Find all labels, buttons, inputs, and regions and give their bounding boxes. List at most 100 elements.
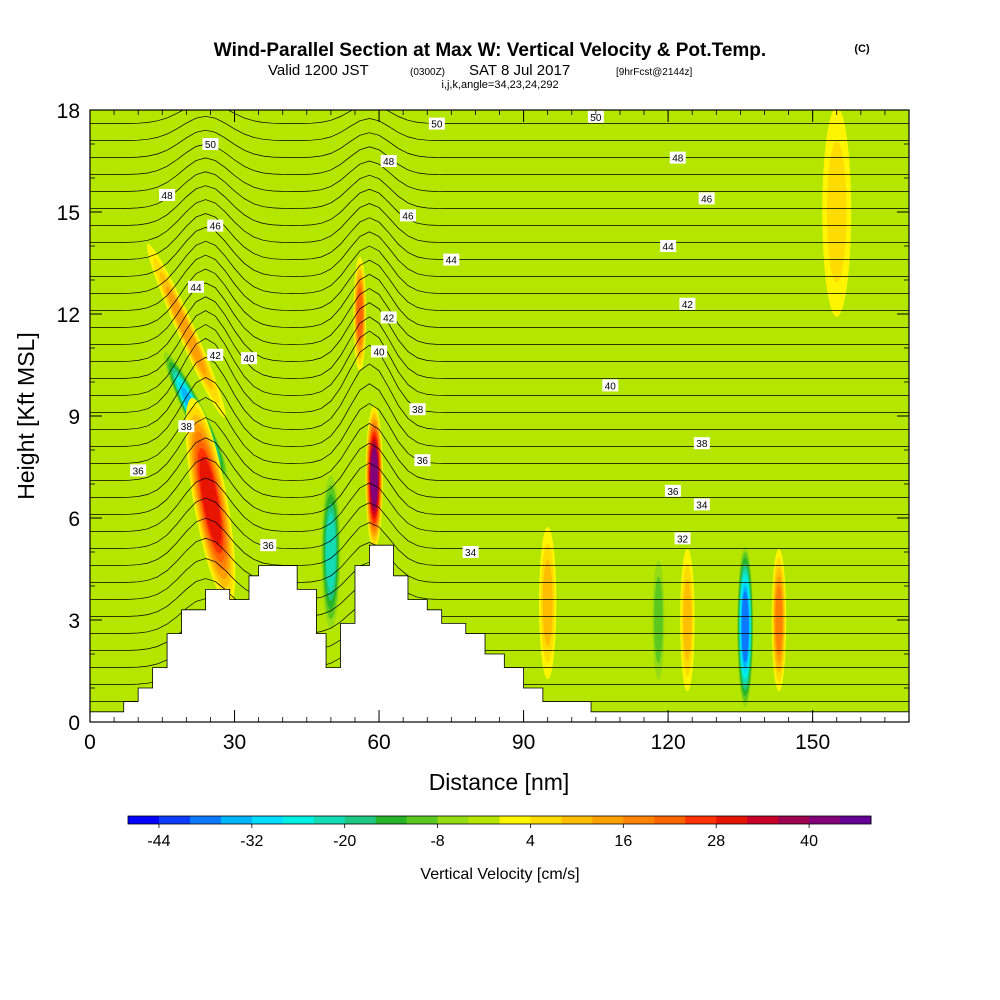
colorbar-swatch [747, 816, 779, 824]
isentrope-line [90, 171, 909, 209]
isentrope-label: 34 [465, 548, 477, 559]
colorbar-swatch [406, 816, 439, 824]
colorbar-swatch [220, 816, 253, 824]
isentrope-labels: 50 50 50 48 48 48 46 46 46 44 44 44 42 42 42 40 40 40 38 38… [130, 110, 715, 559]
isentrope-lines [90, 89, 909, 702]
isentrope-line [90, 477, 909, 532]
isentrope-line [90, 324, 909, 396]
colorbar-swatch [840, 816, 872, 824]
isentrope-label: 36 [667, 487, 679, 498]
isentrope-label-box [602, 379, 619, 392]
isentrope-label: 38 [696, 439, 708, 450]
isentrope-label: 40 [605, 381, 617, 392]
isentrope-label-box [414, 454, 431, 467]
isentrope-label: 32 [677, 534, 689, 545]
velocity-cell-8 [771, 548, 787, 692]
isentrope-line [90, 115, 909, 141]
isentrope-line [90, 337, 909, 413]
valid-line: Valid 1200 JST (0300Z) SAT 8 Jul 2017 [9… [268, 62, 693, 79]
isentrope-line [90, 457, 909, 515]
y-tick-label: 0 [68, 712, 80, 735]
velocity-band [199, 456, 222, 546]
colorbar-tick-label: -8 [430, 833, 444, 850]
isentrope-line [90, 397, 909, 464]
isentrope-label: 42 [682, 300, 694, 311]
isentrope-line [90, 227, 909, 277]
isentrope-label: 36 [133, 466, 145, 477]
colorbar-swatch [437, 816, 470, 824]
isentrope-line [90, 310, 909, 379]
y-tick-label: 12 [57, 304, 80, 327]
velocity-field [146, 110, 852, 713]
velocity-cell-7 [736, 541, 754, 713]
velocity-band [356, 287, 363, 341]
isentrope-label-box [159, 189, 176, 201]
x-tick-label: 150 [795, 731, 830, 754]
isentrope-label: 42 [210, 351, 222, 362]
colorbar-swatch [623, 816, 655, 824]
velocity-band [741, 591, 749, 663]
isentrope-line [90, 89, 909, 107]
velocity-cell-6 [353, 256, 367, 372]
terrain-profile [90, 544, 909, 722]
colorbar-swatch [561, 816, 593, 824]
isentrope-label-box [187, 280, 204, 293]
isentrope-label: 46 [210, 222, 222, 233]
colorbar-swatch [282, 816, 315, 824]
isentrope-label-box [674, 532, 691, 545]
isentrope-line [90, 143, 909, 175]
velocity-cell-3 [146, 243, 226, 419]
colorbar-swatch [685, 816, 717, 824]
plot-area: 50 50 50 48 48 48 46 46 46 44 44 44 42 42 42 40 40 40 38 38… [90, 89, 909, 722]
colorbar-swatch [313, 816, 346, 824]
isentrope-label-box [428, 117, 445, 130]
isentrope-label: 38 [181, 422, 193, 433]
indices-line: i,j,k,angle=34,23,24,292 [441, 79, 558, 91]
x-tick-label: 0 [84, 731, 96, 754]
isentrope-label: 42 [383, 313, 395, 324]
x-tick-label: 60 [367, 731, 390, 754]
velocity-cell-9 [680, 548, 695, 692]
colorbar-swatch [189, 816, 222, 824]
colorbar-tick-label: 16 [614, 833, 632, 850]
isentrope-label-box [130, 464, 147, 477]
isentrope-label-box [698, 192, 715, 205]
isentrope-label-box [462, 546, 479, 558]
colorbar-swatch [128, 816, 160, 824]
y-axis-label: Height [Kft MSL] [13, 332, 39, 499]
isentrope-label: 50 [205, 140, 217, 151]
x-tick-label: 90 [512, 731, 535, 754]
isentrope-label: 50 [431, 120, 443, 131]
isentrope-label-box [669, 151, 686, 164]
velocity-band [654, 576, 663, 664]
isentrope-label: 48 [672, 154, 684, 165]
colorbar-swatch [716, 816, 748, 824]
isentrope-line [90, 376, 909, 447]
isentrope-label: 48 [162, 191, 174, 202]
y-tick-label: 9 [68, 406, 80, 429]
isentrope-line [90, 517, 909, 566]
isentrope-line [90, 356, 909, 430]
isentrope-label-box [664, 484, 681, 497]
x-tick-label: 30 [223, 731, 246, 754]
isentrope-label-box [240, 352, 257, 365]
velocity-cell-11 [539, 526, 557, 680]
isentrope-label-box [380, 155, 397, 167]
y-tick-label: 15 [57, 202, 80, 225]
isentrope-label: 48 [383, 157, 395, 168]
colorbar-label: Vertical Velocity [cm/s] [420, 866, 579, 883]
isentrope-line [90, 110, 909, 124]
velocity-band [166, 286, 207, 376]
isentrope-line [90, 437, 909, 498]
colorbar-swatch [375, 816, 408, 824]
forecast-info: [9hrFcst@2144z] [616, 67, 693, 78]
colorbar-swatch [592, 816, 624, 824]
isentrope-label-box [178, 420, 195, 433]
colorbar-swatch [499, 816, 531, 824]
isentrope-line [90, 497, 909, 549]
isentrope-label: 46 [701, 194, 713, 205]
isentrope-label-box [660, 240, 677, 252]
colorbar-frame [127, 815, 872, 825]
